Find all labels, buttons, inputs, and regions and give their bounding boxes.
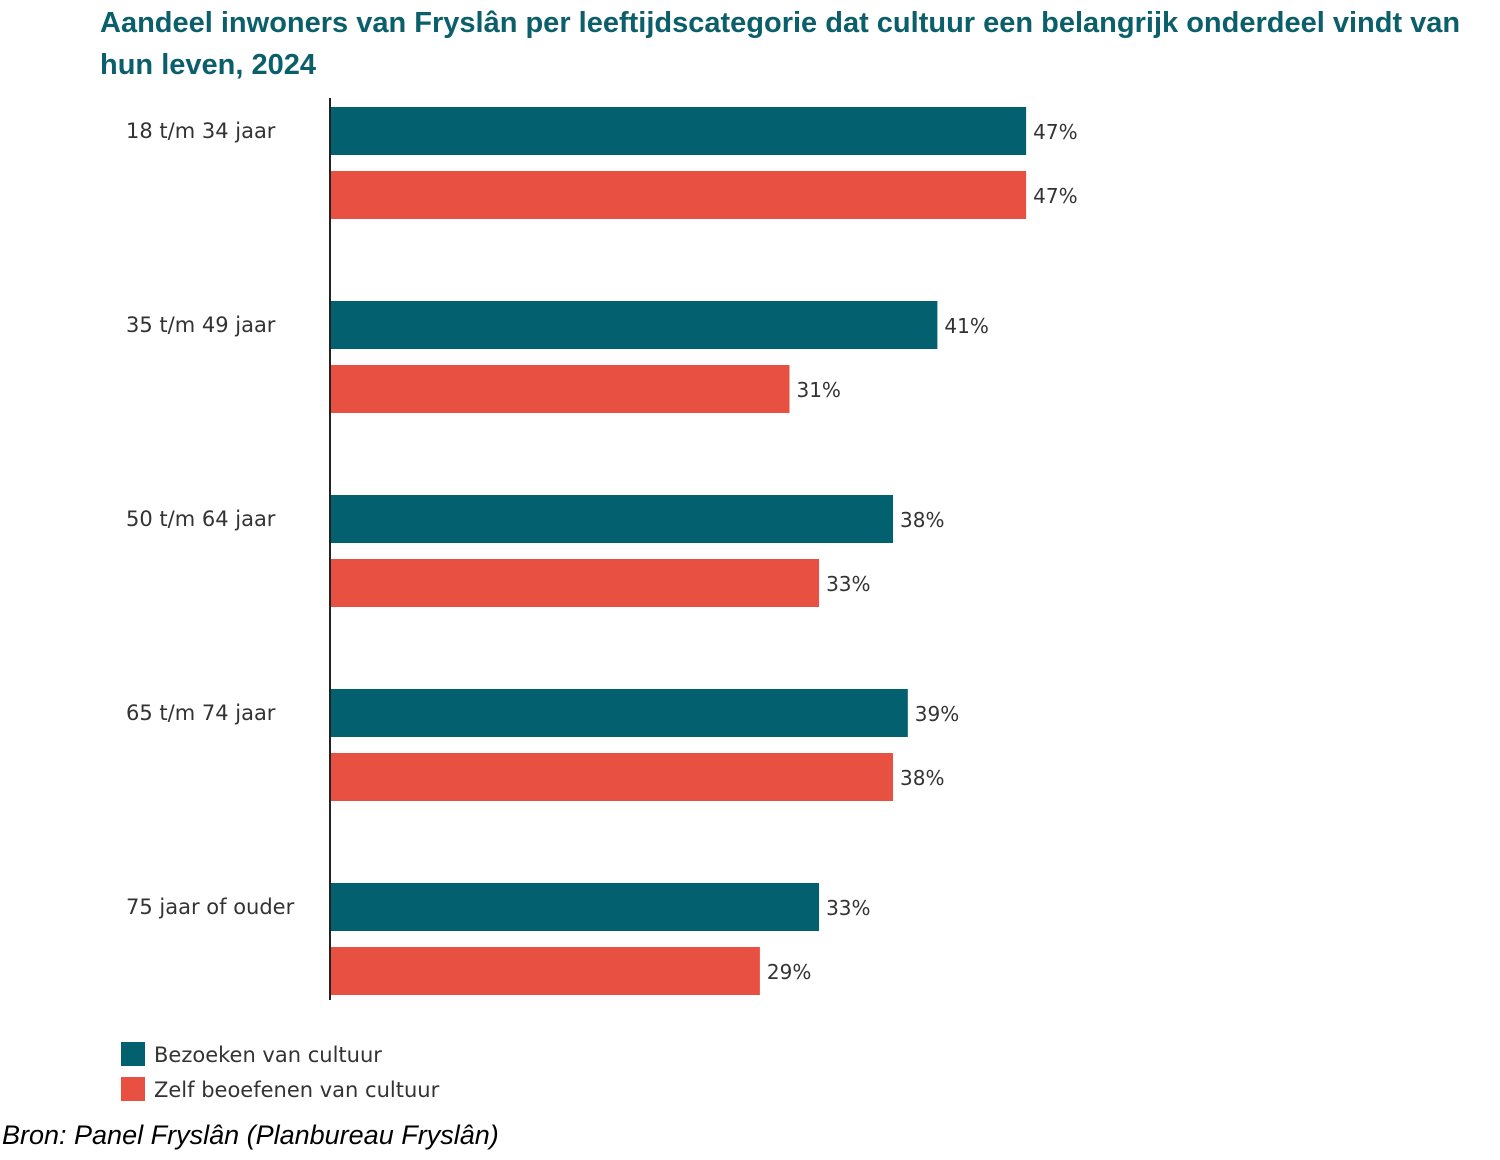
bar-beoefenen: [331, 947, 760, 995]
data-label: 29%: [767, 960, 811, 984]
bar-beoefenen: [331, 171, 1027, 219]
bar-beoefenen: [331, 753, 894, 801]
data-label: 38%: [900, 766, 944, 790]
category-label: 18 t/m 34 jaar: [126, 119, 276, 143]
data-label: 33%: [826, 572, 870, 596]
bar-beoefenen: [331, 365, 790, 413]
data-label: 41%: [944, 314, 988, 338]
data-label: 47%: [1033, 184, 1077, 208]
bar-bezoeken: [331, 301, 938, 349]
bar-bezoeken: [331, 689, 908, 737]
data-label: 33%: [826, 896, 870, 920]
legend-swatch: [121, 1077, 145, 1101]
source-note: Bron: Panel Fryslân (Planbureau Fryslân): [2, 1120, 499, 1150]
bar-bezoeken: [331, 495, 894, 543]
category-label: 50 t/m 64 jaar: [126, 507, 276, 531]
data-label: 47%: [1033, 120, 1077, 144]
chart-title: Aandeel inwoners van Fryslân per leeftij…: [100, 7, 1461, 81]
data-label: 39%: [915, 702, 959, 726]
legend-swatch: [121, 1042, 145, 1066]
data-label: 38%: [900, 508, 944, 532]
bar-bezoeken: [331, 107, 1027, 155]
category-label: 35 t/m 49 jaar: [126, 313, 276, 337]
category-label: 75 jaar of ouder: [126, 895, 295, 919]
legend-label: Zelf beoefenen van cultuur: [154, 1078, 440, 1102]
bar-beoefenen: [331, 559, 820, 607]
category-label: 65 t/m 74 jaar: [126, 701, 276, 725]
data-label: 31%: [796, 378, 840, 402]
bar-bezoeken: [331, 883, 820, 931]
legend-label: Bezoeken van cultuur: [154, 1043, 382, 1067]
legend: Bezoeken van cultuur Zelf beoefenen van c…: [121, 1042, 440, 1102]
